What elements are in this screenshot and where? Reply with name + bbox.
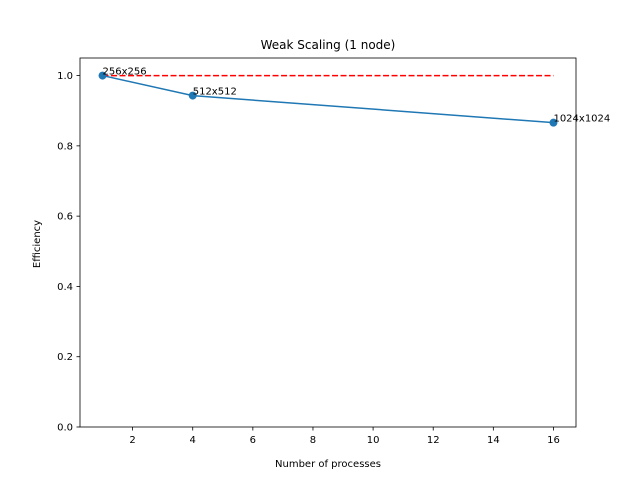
- x-tick-label: 12: [427, 435, 440, 446]
- point-label: 512x512: [193, 87, 237, 98]
- plot-area: [79, 57, 577, 428]
- y-tick-label: 0.0: [57, 423, 73, 434]
- data-point: [98, 71, 107, 80]
- y-tick-label: 0.6: [57, 212, 73, 223]
- y-tick-label: 0.4: [57, 282, 73, 293]
- x-tick-label: 6: [250, 435, 256, 446]
- point-label: 256x256: [103, 67, 147, 78]
- y-axis-label: Efficiency: [32, 220, 43, 268]
- plot-frame: [79, 57, 577, 428]
- x-tick-label: 4: [190, 435, 196, 446]
- x-tick-label: 14: [487, 435, 500, 446]
- point-label: 1024x1024: [553, 114, 610, 125]
- x-tick-label: 10: [367, 435, 380, 446]
- data-series: 256x256 512x512 1024x1024: [98, 67, 610, 127]
- x-axis-label: Number of processes: [275, 459, 381, 470]
- efficiency-line: [102, 74, 554, 124]
- data-point: [549, 118, 558, 127]
- x-tick-label: 8: [310, 435, 316, 446]
- y-tick-label: 0.8: [57, 141, 73, 152]
- y-tick-label: 0.2: [57, 352, 73, 363]
- x-tick-label: 16: [547, 435, 560, 446]
- x-tick-label: 2: [129, 435, 135, 446]
- axis-ticks: 2 4 6 8 10 12 14 16 0.0 0.2 0.4 0.6 0.8 1.0: [57, 71, 560, 446]
- chart-title: Weak Scaling (1 node): [261, 38, 396, 52]
- data-point: [188, 91, 197, 100]
- y-tick-label: 1.0: [57, 71, 73, 82]
